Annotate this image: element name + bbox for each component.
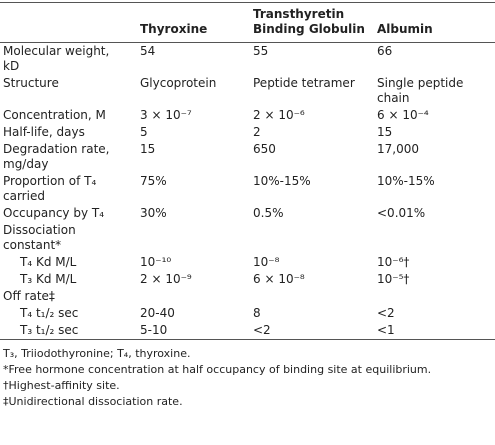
cell: 20-40 (140, 306, 175, 320)
cell: 75% (140, 174, 167, 188)
table-row: Molecular weight, kD 54 55 66 (0, 43, 495, 76)
cell: 2 × 10⁻⁹ (140, 272, 192, 286)
footnote: ‡Unidirectional dissociation rate. (3, 395, 183, 408)
table-header: Thyroxine Transthyretin Binding Globulin… (0, 2, 495, 43)
cell: Peptide tetramer (253, 76, 355, 90)
footnotes: T₃, Triiodothyronine; T₄, thyroxine. *Fr… (0, 340, 495, 410)
row-label: Concentration, M (3, 108, 106, 122)
cell: <0.01% (377, 206, 426, 220)
header-cell: Transthyretin Binding Globulin (250, 2, 374, 43)
cell: 10⁻⁵† (377, 272, 410, 286)
cell: 5 (140, 125, 148, 139)
table-row: Degradation rate, mg/day 15 650 17,000 (0, 141, 495, 173)
row-label: T₃ Kd M/L (20, 272, 77, 286)
header-cell: Thyroxine (137, 2, 250, 43)
table-body: Molecular weight, kD 54 55 66 Structure Glyco… (0, 43, 495, 340)
cell: 0.5% (253, 206, 284, 220)
row-label: T₄ t₁/₂ sec (20, 306, 79, 320)
cell: <2 (253, 323, 271, 337)
cell: Single peptide chain (377, 76, 464, 105)
row-label: Structure (3, 76, 59, 90)
table-row: Dissociation constant* (0, 222, 495, 254)
header-cell (0, 2, 137, 43)
row-label: T₃ t₁/₂ sec (20, 323, 79, 337)
cell: 2 (253, 125, 261, 139)
cell: 15 (377, 125, 393, 139)
cell: 66 (377, 44, 393, 58)
table-row: Occupancy by T₄ 30% 0.5% <0.01% (0, 205, 495, 222)
row-label: Proportion of T₄ carried (3, 174, 97, 203)
footnote: T₃, Triiodothyronine; T₄, thyroxine. (3, 347, 191, 360)
table-row: T₃ t₁/₂ sec 5-10 <2 <1 (0, 322, 495, 340)
cell: 10⁻⁸ (253, 255, 280, 269)
header-cell: Albumin (374, 2, 495, 43)
cell: <2 (377, 306, 395, 320)
table-row: Concentration, M 3 × 10⁻⁷ 2 × 10⁻⁶ 6 × 10⁻⁴ (0, 107, 495, 124)
table-row: Half-life, days 5 2 15 (0, 124, 495, 141)
footnote: †Highest-affinity site. (3, 379, 120, 392)
row-label: Molecular weight, kD (3, 44, 110, 73)
cell: <1 (377, 323, 395, 337)
cell: 10%-15% (377, 174, 435, 188)
table-row: T₄ t₁/₂ sec 20-40 8 <2 (0, 305, 495, 322)
cell: 2 × 10⁻⁶ (253, 108, 305, 122)
cell: 650 (253, 142, 276, 156)
row-label: Off rate‡ (3, 289, 55, 303)
row-label: Dissociation constant* (3, 223, 76, 252)
table-row: T₃ Kd M/L 2 × 10⁻⁹ 6 × 10⁻⁸ 10⁻⁵† (0, 271, 495, 288)
cell: 10⁻⁶† (377, 255, 410, 269)
cell: 54 (140, 44, 156, 58)
cell: 8 (253, 306, 261, 320)
row-label: Occupancy by T₄ (3, 206, 105, 220)
cell: Glycoprotein (140, 76, 217, 90)
cell: 17,000 (377, 142, 419, 156)
data-table: Thyroxine Transthyretin Binding Globulin… (0, 2, 495, 340)
cell: 10%-15% (253, 174, 311, 188)
cell: 6 × 10⁻⁴ (377, 108, 429, 122)
table-row: Structure Glycoprotein Peptide tetramer Sin… (0, 75, 495, 107)
cell: 15 (140, 142, 156, 156)
cell: 55 (253, 44, 269, 58)
table-row: T₄ Kd M/L 10⁻¹⁰ 10⁻⁸ 10⁻⁶† (0, 254, 495, 271)
cell: 6 × 10⁻⁸ (253, 272, 305, 286)
cell: 5-10 (140, 323, 168, 337)
row-label: Degradation rate, mg/day (3, 142, 110, 171)
footnote: *Free hormone concentration at half occu… (3, 363, 432, 376)
table-row: Proportion of T₄ carried 75% 10%-15% 10%-15… (0, 173, 495, 205)
cell: 10⁻¹⁰ (140, 255, 172, 269)
cell: 30% (140, 206, 167, 220)
table-row: Off rate‡ (0, 288, 495, 305)
cell: 3 × 10⁻⁷ (140, 108, 192, 122)
row-label: T₄ Kd M/L (20, 255, 77, 269)
row-label: Half-life, days (3, 125, 85, 139)
